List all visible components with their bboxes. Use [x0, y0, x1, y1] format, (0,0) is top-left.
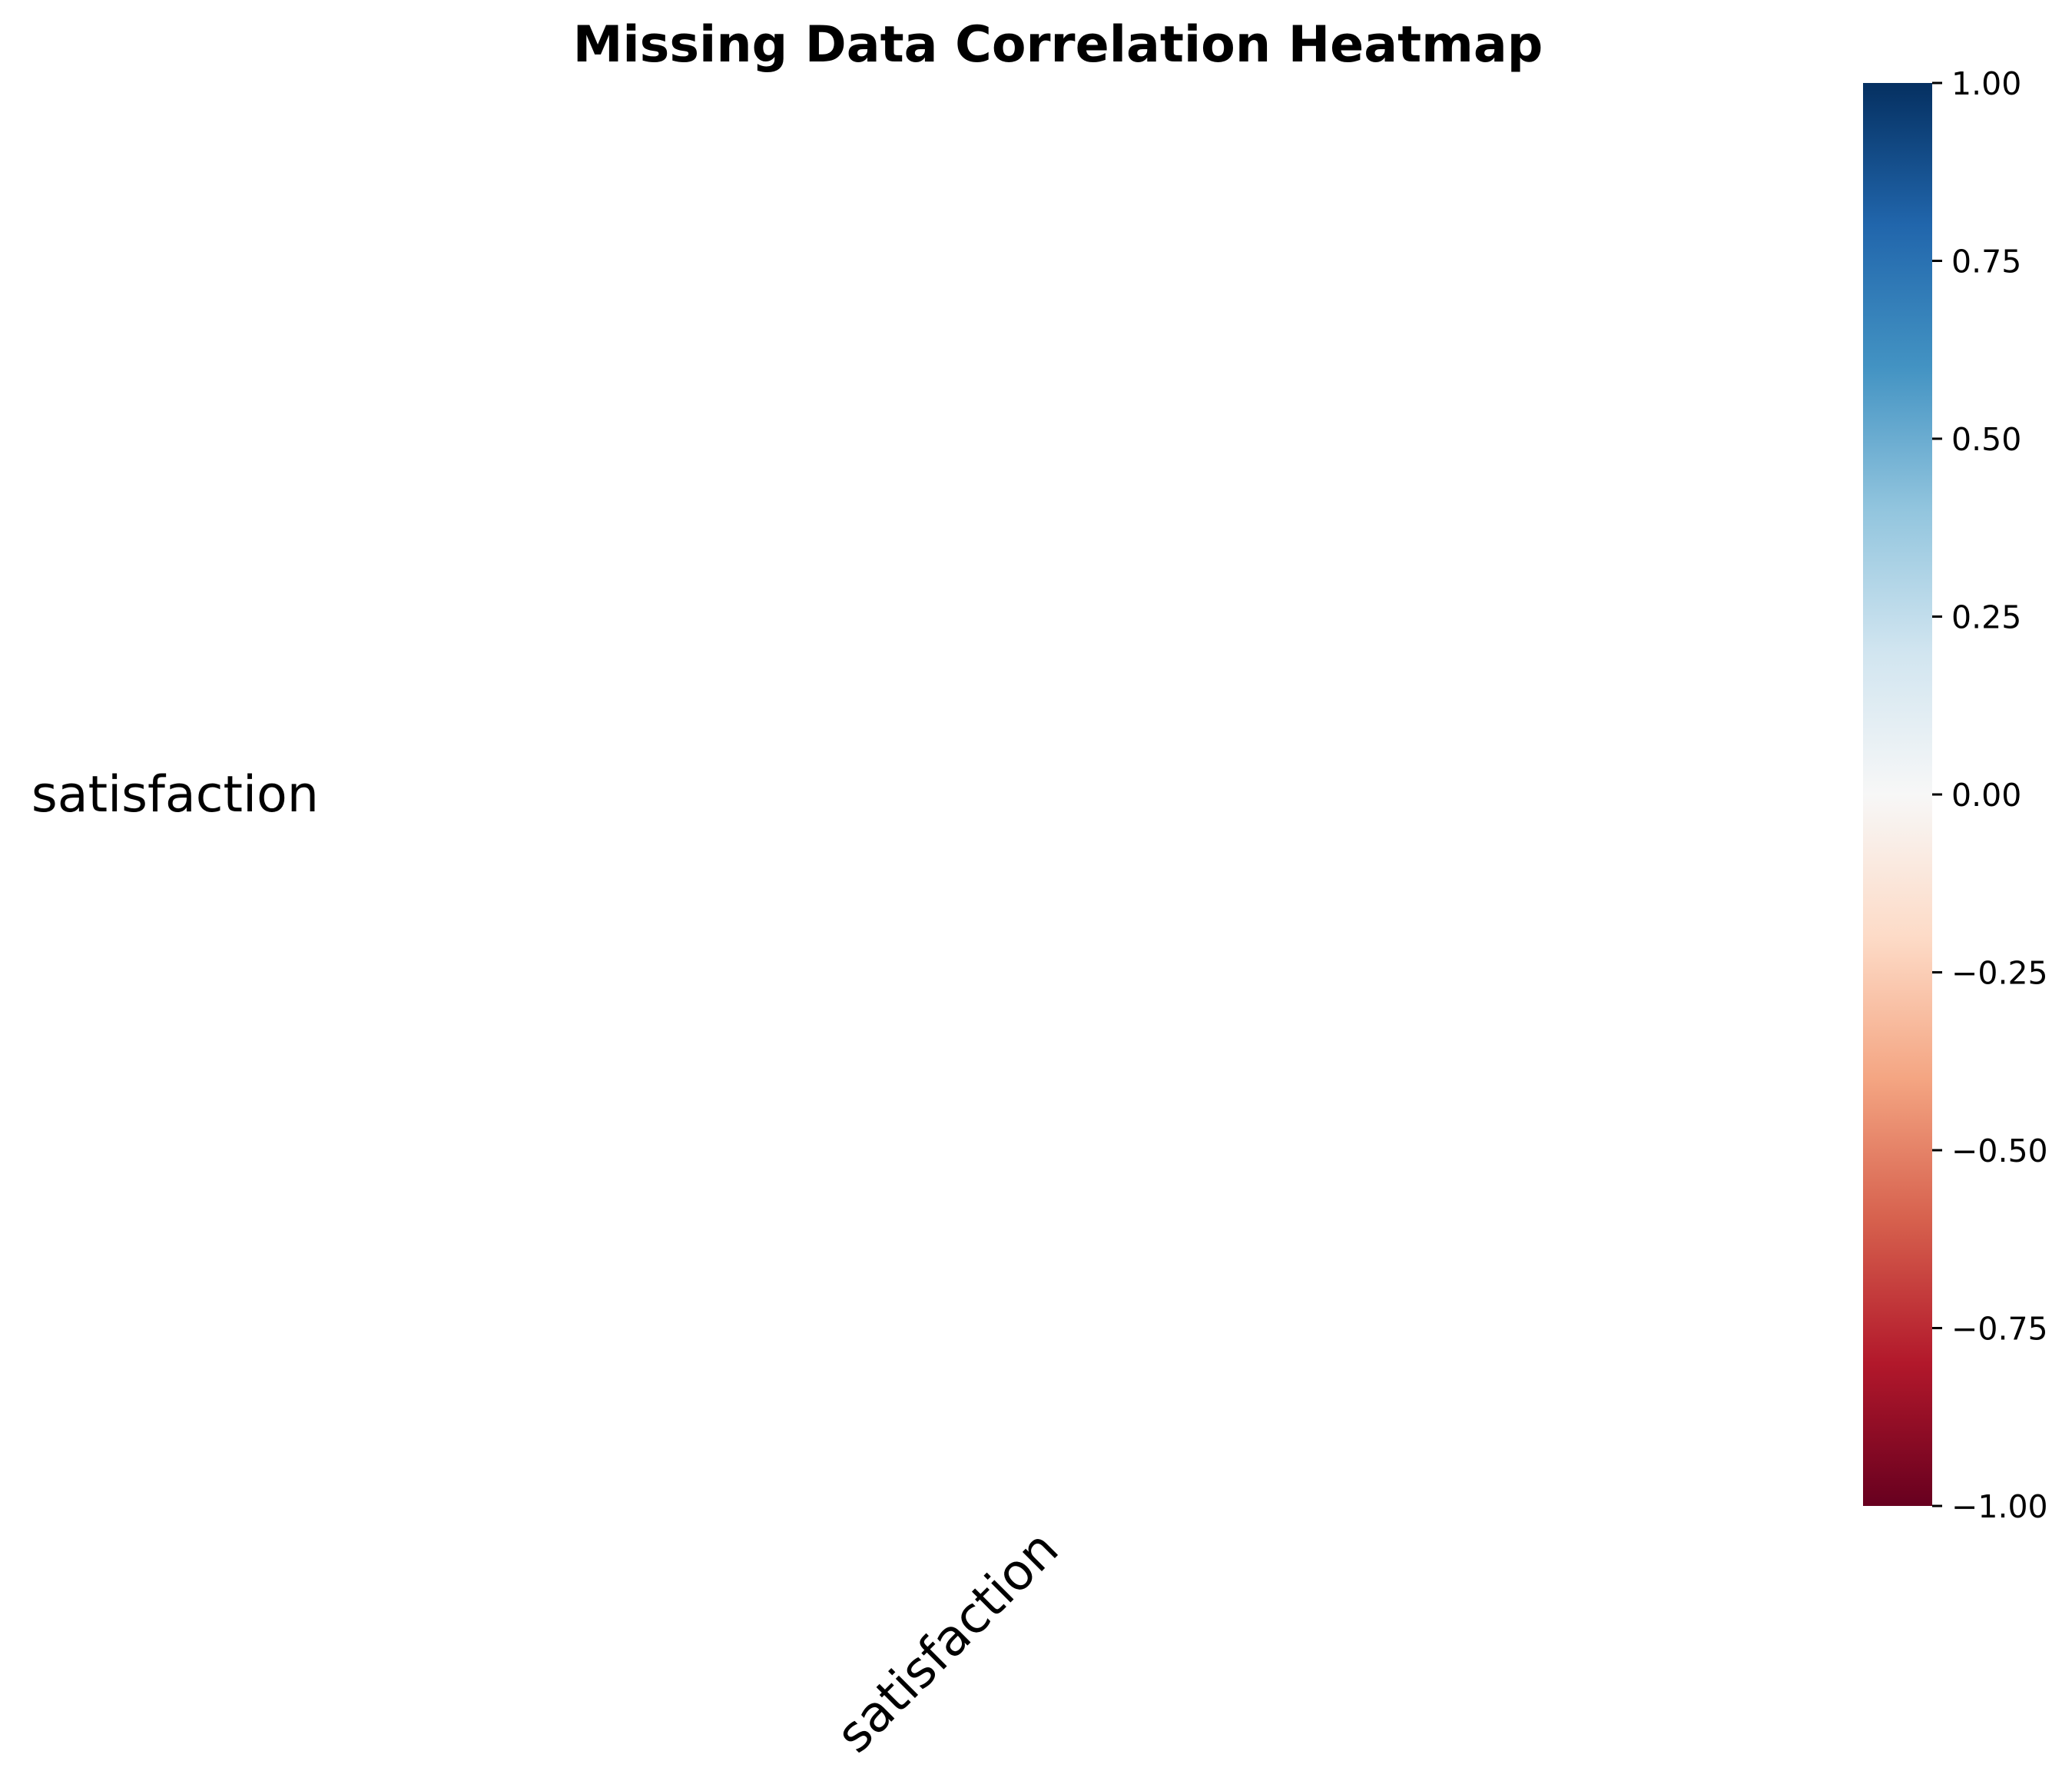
- colorbar-tick-label: 0.50: [1951, 421, 2021, 458]
- colorbar-tick-label: −0.25: [1951, 955, 2048, 992]
- colorbar-tick-label: 0.75: [1951, 244, 2021, 280]
- y-axis-labels: satisfaction: [31, 766, 319, 824]
- colorbar-tick-label: 0.25: [1951, 599, 2021, 636]
- heatmap-cell: [334, 83, 1803, 1506]
- colorbar-tick-label: −0.50: [1951, 1133, 2048, 1169]
- x-axis-labels: satisfaction: [826, 1520, 1070, 1764]
- x-tick-label: satisfaction: [826, 1520, 1070, 1764]
- y-tick-label: satisfaction: [31, 766, 319, 824]
- colorbar-tick-label: −1.00: [1951, 1488, 2048, 1525]
- colorbar: 1.00 0.75 0.50 0.25 0.00 −0.25 −0.50 −0.75 −1.00: [1863, 65, 2048, 1525]
- colorbar-tick-label: −0.75: [1951, 1311, 2048, 1348]
- colorbar-gradient: [1863, 83, 1932, 1506]
- colorbar-tick-label: 1.00: [1951, 65, 2021, 102]
- colorbar-tick-label: 0.00: [1951, 777, 2021, 814]
- chart-title: Missing Data Correlation Heatmap: [573, 16, 1543, 74]
- heatmap-area: [334, 83, 1803, 1506]
